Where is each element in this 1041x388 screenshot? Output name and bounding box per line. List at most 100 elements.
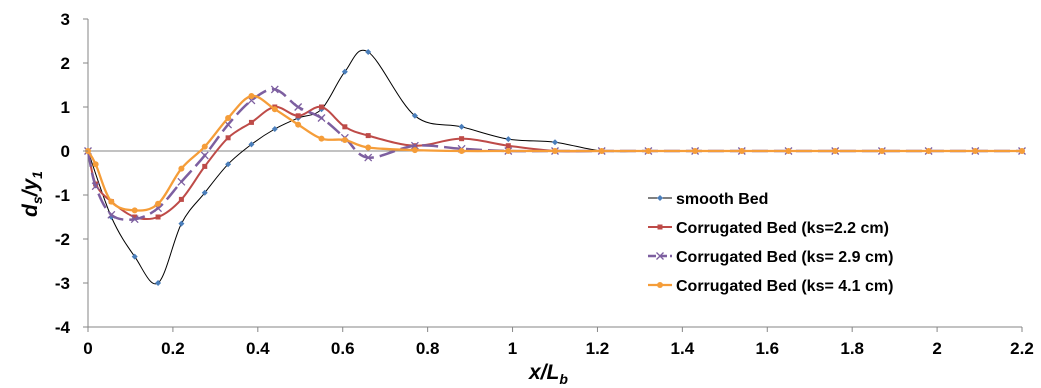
x-tick-label: 0.6 — [331, 339, 355, 358]
legend-label: Corrugated Bed (ks= 2.9 cm) — [676, 249, 893, 266]
data-point — [365, 144, 372, 151]
ticks-layer: -4 -3 -2 -1 0 1 2 3 0 0.2 0.4 0.6 0.8 1 1.2 1.4 1.6 1.8 2 2… — [55, 10, 1034, 358]
data-point — [225, 135, 231, 141]
x-tick-label: 1.2 — [586, 339, 610, 358]
x-tick-label: 1.8 — [840, 339, 864, 358]
x-tick-label: 0.4 — [246, 339, 270, 358]
data-point — [295, 121, 302, 128]
y-tick-label: -3 — [55, 274, 70, 293]
data-point — [107, 210, 116, 219]
y-axis-title: ds/y1 — [19, 171, 45, 217]
data-point — [91, 182, 100, 191]
data-point — [657, 224, 663, 230]
x-tick-label: 2 — [932, 339, 941, 358]
x-axis-title-sub: b — [559, 371, 568, 387]
legend-item: Corrugated Bed (ks=2.2 cm) — [648, 220, 889, 237]
x-axis-title: x/Lb — [528, 361, 568, 387]
legend-label: Corrugated Bed (ks=2.2 cm) — [676, 220, 889, 237]
data-point — [364, 153, 373, 162]
data-point — [878, 148, 885, 154]
series-2 — [85, 104, 1025, 221]
data-point — [248, 119, 254, 125]
data-point — [505, 136, 512, 143]
data-point — [692, 148, 699, 154]
data-point — [178, 196, 184, 202]
data-point — [295, 113, 301, 119]
data-point — [657, 195, 663, 201]
data-point — [972, 148, 979, 154]
series-line — [87, 94, 1022, 212]
y-tick-label: -4 — [55, 318, 71, 337]
data-point — [92, 161, 99, 168]
data-point — [411, 112, 418, 119]
data-point — [341, 137, 348, 143]
y-tick-label: -1 — [55, 186, 70, 205]
y-axis-title-sub2: 1 — [29, 171, 45, 179]
data-point — [177, 177, 186, 186]
x-axis-title-main: x/L — [528, 361, 559, 384]
data-point — [552, 139, 558, 146]
data-point — [656, 252, 664, 260]
data-point — [270, 85, 279, 94]
data-point — [458, 148, 465, 154]
data-point — [200, 151, 209, 160]
y-tick-label: 0 — [61, 142, 70, 161]
legend-item: Corrugated Bed (ks= 4.1 cm) — [648, 278, 893, 295]
data-point — [130, 215, 139, 224]
data-point — [225, 161, 232, 168]
data-point — [225, 115, 232, 121]
data-point — [657, 282, 663, 288]
data-point — [271, 126, 278, 132]
legend: smooth Bed Corrugated Bed (ks=2.2 cm) Corr… — [648, 191, 893, 295]
data-point — [248, 93, 255, 99]
series-3 — [84, 85, 1026, 224]
x-tick-label: 1.6 — [755, 339, 779, 358]
series-line — [86, 88, 1022, 221]
data-point — [318, 135, 325, 142]
data-point — [155, 214, 161, 220]
y-axis-title-mid: /y — [19, 178, 42, 198]
data-point — [178, 165, 185, 172]
data-point — [458, 123, 465, 130]
series-layer — [84, 49, 1026, 286]
data-point — [132, 214, 138, 220]
data-point — [365, 133, 371, 139]
x-tick-label: 0.8 — [416, 339, 440, 358]
data-point — [598, 148, 605, 154]
data-point — [201, 143, 208, 150]
data-point — [155, 280, 162, 286]
data-point — [201, 189, 208, 196]
data-point — [178, 220, 185, 227]
legend-label: smooth Bed — [676, 191, 768, 208]
x-tick-label: 2.2 — [1010, 339, 1034, 358]
data-point — [925, 148, 932, 154]
data-point — [131, 253, 138, 260]
data-point — [108, 198, 115, 205]
data-point — [738, 148, 745, 154]
y-axis-title-sub1: s — [29, 196, 45, 204]
x-tick-label: 0 — [83, 339, 92, 358]
data-point — [319, 104, 324, 110]
data-point — [317, 114, 326, 122]
data-point — [552, 148, 558, 154]
data-point — [459, 136, 465, 142]
y-tick-label: 1 — [61, 98, 70, 117]
data-point — [342, 124, 348, 130]
data-point — [294, 103, 303, 111]
data-point — [410, 141, 419, 150]
data-point — [341, 68, 348, 75]
y-tick-label: 2 — [61, 54, 70, 73]
data-point — [271, 106, 278, 113]
y-tick-label: 3 — [61, 10, 70, 29]
data-point — [411, 147, 418, 154]
data-point — [505, 148, 512, 154]
data-point — [155, 200, 162, 207]
data-point — [202, 163, 208, 169]
legend-label: Corrugated Bed (ks= 4.1 cm) — [676, 278, 893, 295]
x-tick-label: 1.4 — [671, 339, 695, 358]
data-point — [1019, 148, 1025, 154]
data-point — [505, 143, 511, 149]
x-tick-label: 1 — [508, 339, 517, 358]
y-tick-label: -2 — [55, 230, 70, 249]
